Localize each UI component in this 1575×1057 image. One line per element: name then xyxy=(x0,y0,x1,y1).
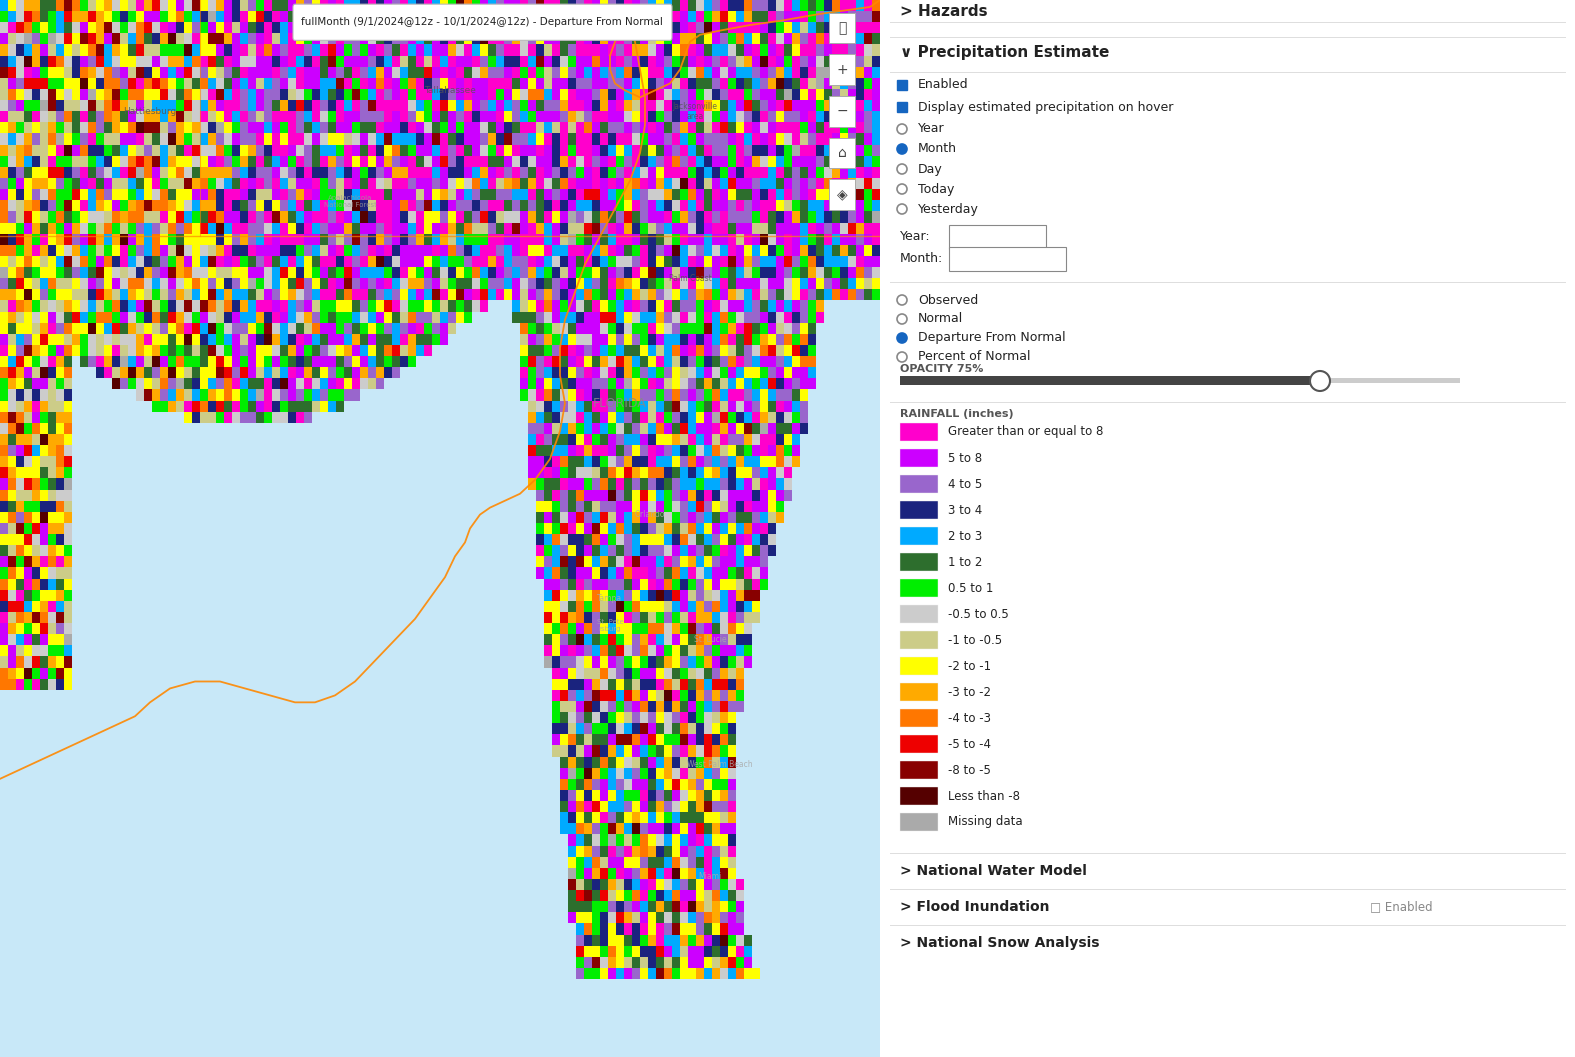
Text: Percent of Normal: Percent of Normal xyxy=(918,351,1030,364)
Bar xyxy=(899,709,939,727)
Text: ⌂: ⌂ xyxy=(838,146,846,160)
Text: > Hazards: > Hazards xyxy=(899,4,988,19)
Circle shape xyxy=(898,144,907,154)
Circle shape xyxy=(898,333,907,344)
Bar xyxy=(828,54,855,85)
Circle shape xyxy=(898,352,907,361)
Text: +: + xyxy=(836,62,847,76)
Text: Month:: Month: xyxy=(899,253,943,265)
Circle shape xyxy=(1310,371,1329,391)
Bar xyxy=(899,605,939,623)
Text: 5 to 8: 5 to 8 xyxy=(948,451,983,464)
Circle shape xyxy=(898,124,907,134)
Bar xyxy=(899,631,939,649)
Text: 2 to 3: 2 to 3 xyxy=(948,530,983,542)
Text: > National Water Model: > National Water Model xyxy=(899,864,1087,878)
Text: Enabled: Enabled xyxy=(918,78,969,92)
Text: Tampa: Tampa xyxy=(597,594,622,602)
Bar xyxy=(899,553,939,571)
Text: > Flood Inundation: > Flood Inundation xyxy=(899,900,1049,914)
Text: Day: Day xyxy=(918,163,943,175)
Text: Less than -8: Less than -8 xyxy=(948,790,1021,802)
Bar xyxy=(899,657,939,675)
Bar xyxy=(899,449,939,467)
Bar xyxy=(828,137,855,168)
Text: 0.5 to 1: 0.5 to 1 xyxy=(948,581,994,594)
Text: Greater than or equal to 8: Greater than or equal to 8 xyxy=(948,426,1104,439)
Bar xyxy=(899,423,939,441)
Bar xyxy=(899,378,1460,383)
Bar xyxy=(898,101,907,112)
Text: Yesterday: Yesterday xyxy=(918,203,980,216)
Circle shape xyxy=(898,295,907,305)
Text: Year:: Year: xyxy=(899,230,931,243)
Text: -5 to -4: -5 to -4 xyxy=(948,738,991,750)
Bar xyxy=(899,761,939,779)
Bar xyxy=(898,80,907,90)
Circle shape xyxy=(898,164,907,174)
Circle shape xyxy=(898,184,907,194)
Text: −: − xyxy=(836,105,847,118)
Text: Miami: Miami xyxy=(698,872,721,880)
FancyBboxPatch shape xyxy=(950,247,1066,271)
Text: September  ▲▼: September ▲▼ xyxy=(962,253,1054,265)
Text: Apalachicola
National Forest: Apalachicola National Forest xyxy=(323,196,376,208)
Text: Jacksonville
area: Jacksonville area xyxy=(673,101,718,120)
Text: Departure From Normal: Departure From Normal xyxy=(918,332,1066,345)
Text: Year: Year xyxy=(918,123,945,135)
Text: 3 to 4: 3 to 4 xyxy=(948,503,983,517)
Bar xyxy=(1320,378,1460,383)
Bar xyxy=(828,180,855,210)
Bar xyxy=(899,501,939,519)
Bar xyxy=(828,13,855,43)
Text: FLORIDA: FLORIDA xyxy=(594,396,647,410)
Circle shape xyxy=(898,204,907,214)
Text: West Palm Beach: West Palm Beach xyxy=(687,760,753,769)
Text: St. Lucie: St. Lucie xyxy=(693,635,726,645)
Text: Palm Coast: Palm Coast xyxy=(669,274,712,282)
Text: -0.5 to 0.5: -0.5 to 0.5 xyxy=(948,608,1008,620)
Text: St. Pete
rsburg: St. Pete rsburg xyxy=(597,619,624,632)
Text: 1 to 2: 1 to 2 xyxy=(948,556,983,569)
Text: □ Enabled: □ Enabled xyxy=(1370,901,1433,913)
Text: 4 to 5: 4 to 5 xyxy=(948,478,983,490)
Text: Month: Month xyxy=(918,143,958,155)
Text: OPACITY 75%: OPACITY 75% xyxy=(899,364,983,374)
Text: Today: Today xyxy=(918,183,954,196)
Text: ∨ Precipitation Estimate: ∨ Precipitation Estimate xyxy=(899,44,1109,59)
Text: -1 to -0.5: -1 to -0.5 xyxy=(948,633,1002,647)
Text: RAINFALL (inches): RAINFALL (inches) xyxy=(899,409,1014,419)
Bar xyxy=(899,475,939,493)
Text: Observed: Observed xyxy=(918,294,978,307)
Text: > National Snow Analysis: > National Snow Analysis xyxy=(899,937,1099,950)
Bar xyxy=(899,813,939,831)
Bar xyxy=(899,787,939,805)
Bar xyxy=(899,735,939,753)
FancyBboxPatch shape xyxy=(950,225,1046,249)
Text: Missing data: Missing data xyxy=(948,816,1022,829)
Text: -3 to -2: -3 to -2 xyxy=(948,686,991,699)
Text: Orlando: Orlando xyxy=(635,511,665,519)
Text: 2024  ▲▼: 2024 ▲▼ xyxy=(969,230,1024,243)
Text: -8 to -5: -8 to -5 xyxy=(948,763,991,777)
Circle shape xyxy=(898,314,907,324)
Bar xyxy=(899,579,939,597)
FancyBboxPatch shape xyxy=(293,4,673,40)
Bar xyxy=(899,376,1320,385)
Text: Tallahassee: Tallahassee xyxy=(424,86,476,95)
Text: ⦿: ⦿ xyxy=(838,21,846,35)
Text: fullMonth (9/1/2024@12z - 10/1/2024@12z) - Departure From Normal: fullMonth (9/1/2024@12z - 10/1/2024@12z)… xyxy=(301,17,663,27)
Text: Normal: Normal xyxy=(918,313,964,326)
Bar xyxy=(828,96,855,127)
Text: -4 to -3: -4 to -3 xyxy=(948,711,991,724)
Text: ◈: ◈ xyxy=(836,188,847,202)
Bar xyxy=(899,683,939,701)
Text: Display estimated precipitation on hover: Display estimated precipitation on hover xyxy=(918,100,1173,113)
Bar xyxy=(899,527,939,545)
Text: Hattiesburg: Hattiesburg xyxy=(123,107,176,116)
Text: -2 to -1: -2 to -1 xyxy=(948,660,991,672)
